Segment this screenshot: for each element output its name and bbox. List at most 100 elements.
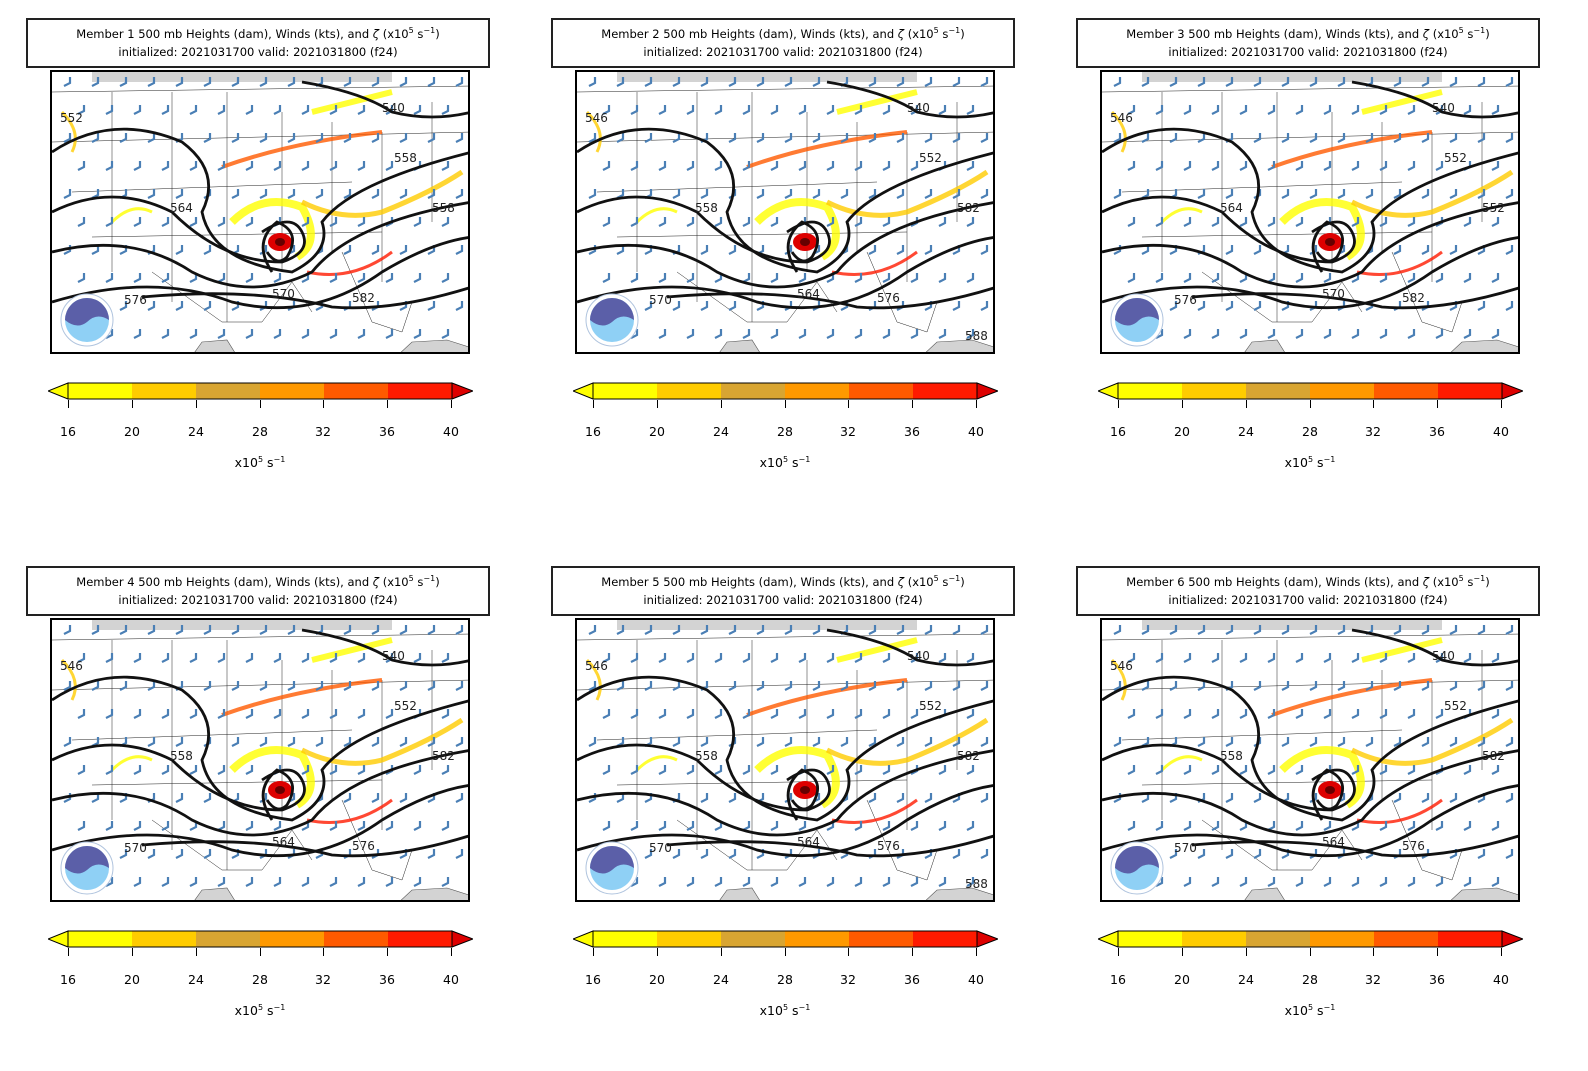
title-text: 500 mb Heights (dam), Winds (kts), and [1184,575,1423,589]
panel-title: Member 4 500 mb Heights (dam), Winds (kt… [26,566,490,616]
colorbar-bin [849,931,913,947]
title-line: Member 5 500 mb Heights (dam), Winds (kt… [553,573,1013,591]
colorbar-bin [260,383,324,399]
title-unit-tail: s [413,575,424,589]
colorbar-bin [1310,931,1374,947]
member-name: Member 4 [76,575,135,589]
colorbar-bin [1374,383,1438,399]
colorbar-bin [785,383,849,399]
colorbar-tick-mark [976,948,977,956]
vorticity-shading [1110,89,1514,276]
unit-exp2: −1 [1323,1003,1336,1012]
contour-label: 552 [60,111,83,125]
title-unit-exp2: −1 [1473,26,1486,36]
noaa-logo-icon [60,293,114,347]
noaa-logo-icon [1110,293,1164,347]
colorbar-tick-label: 36 [379,424,395,439]
ensemble-member-panel: Member 6 500 mb Heights (dam), Winds (kt… [1050,548,1550,1018]
vorticity-map: 540 552 558 564 570 576 582 558 [50,70,470,354]
title-line: Member 1 500 mb Heights (dam), Winds (kt… [28,25,488,43]
title-unit-tail: s [1463,575,1474,589]
colorbar-tick-label: 24 [713,972,729,987]
colorbar-bin [1182,383,1246,399]
member-name: Member 2 [601,27,660,41]
colorbar-bin [593,931,657,947]
colorbar-tick-mark [593,400,594,408]
vorticity-map: 540 546 552 558 564 570 576 582 [1100,618,1520,902]
colorbar-unit-label: x105 s−1 [1225,1003,1395,1018]
unit-rest: s [1313,1003,1324,1019]
unit-exp2: −1 [1323,455,1336,464]
colorbar-under-arrow [48,382,69,400]
title-unit-tail: s [938,27,949,41]
colorbar-under-arrow [573,382,594,400]
title-unit-tail: s [1463,27,1474,41]
contour-label: 540 [1432,649,1455,663]
colorbar-bin [68,383,132,399]
vorticity-map: 540 546 552 558 564 570 576 582 588 [575,70,995,354]
contour-label: 558 [695,749,718,763]
colorbar-tick-label: 36 [1429,424,1445,439]
panel-title: Member 5 500 mb Heights (dam), Winds (kt… [551,566,1015,616]
colorbar-tick-mark [1373,400,1374,408]
height-contours [1102,628,1518,858]
colorbar-tick-label: 20 [1174,424,1190,439]
vorticity-shading [585,89,989,276]
colorbar-tick-mark [1246,400,1247,408]
colorbar-unit-label: x105 s−1 [1225,455,1395,470]
land-caribbean [400,339,468,352]
title-unit-exp2: −1 [1473,574,1486,584]
colorbar-tick-mark [1437,948,1438,956]
contour-label: 576 [877,291,900,305]
vorticity-map: 540 546 552 558 564 570 576 582 [50,618,470,902]
ensemble-member-panel: Member 3 500 mb Heights (dam), Winds (kt… [1050,0,1550,470]
title-unit-exp2: −1 [423,574,436,584]
ensemble-member-panel: Member 5 500 mb Heights (dam), Winds (kt… [525,548,1025,1018]
no-data-region [1142,72,1442,82]
contour-label: 564 [272,835,295,849]
map-svg: 540 546 552 558 564 570 576 582 [1102,620,1518,900]
contour-label: 576 [1174,293,1197,307]
colorbar-over-arrow [451,930,473,948]
colorbar-bin [913,383,977,399]
colorbar-tick-mark [68,948,69,956]
contour-label: 546 [60,659,83,673]
zeta-symbol: ζ [897,27,905,41]
colorbar-tick-mark [451,948,452,956]
colorbar [1098,930,1523,948]
colorbar-tick-mark [1437,400,1438,408]
colorbar-unit-label: x105 s−1 [700,455,870,470]
contour-label: 546 [585,659,608,673]
colorbar-tick-mark [68,400,69,408]
colorbar-tick-mark [848,400,849,408]
title-text: 500 mb Heights (dam), Winds (kts), and [1184,27,1423,41]
colorbar-under-arrow [573,930,594,948]
colorbar-over-arrow [451,382,473,400]
colorbar-tick-label: 32 [315,972,331,987]
colorbar-tick-label: 20 [124,424,140,439]
colorbar-tick-mark [1118,400,1119,408]
land-mexico [194,887,235,900]
no-data-region [92,620,392,630]
colorbar-over-arrow [976,930,998,948]
title-unit: (x10 [379,575,409,589]
zeta-symbol: ζ [1422,27,1430,41]
colorbar [573,382,998,400]
panel-title: Member 1 500 mb Heights (dam), Winds (kt… [26,18,490,68]
zeta-symbol: ζ [1422,575,1430,589]
title-unit-exp2: −1 [423,26,436,36]
contour-label: 558 [432,201,455,215]
colorbar-tick-mark [1182,400,1183,408]
colorbar-tick-mark [1310,948,1311,956]
colorbar-tick-mark [1246,948,1247,956]
colorbar-tick-label: 16 [1110,972,1126,987]
colorbar-bin [324,383,388,399]
contour-label: 582 [1482,749,1505,763]
contour-label: 558 [394,151,417,165]
colorbar-tick-label: 28 [1302,972,1318,987]
unit-base: x10 [1284,1003,1308,1019]
vorticity-map: 540 546 552 558 564 570 576 582 588 [575,618,995,902]
colorbar-tick-label: 16 [1110,424,1126,439]
state-borders [52,633,468,881]
land-mexico [1244,339,1285,352]
